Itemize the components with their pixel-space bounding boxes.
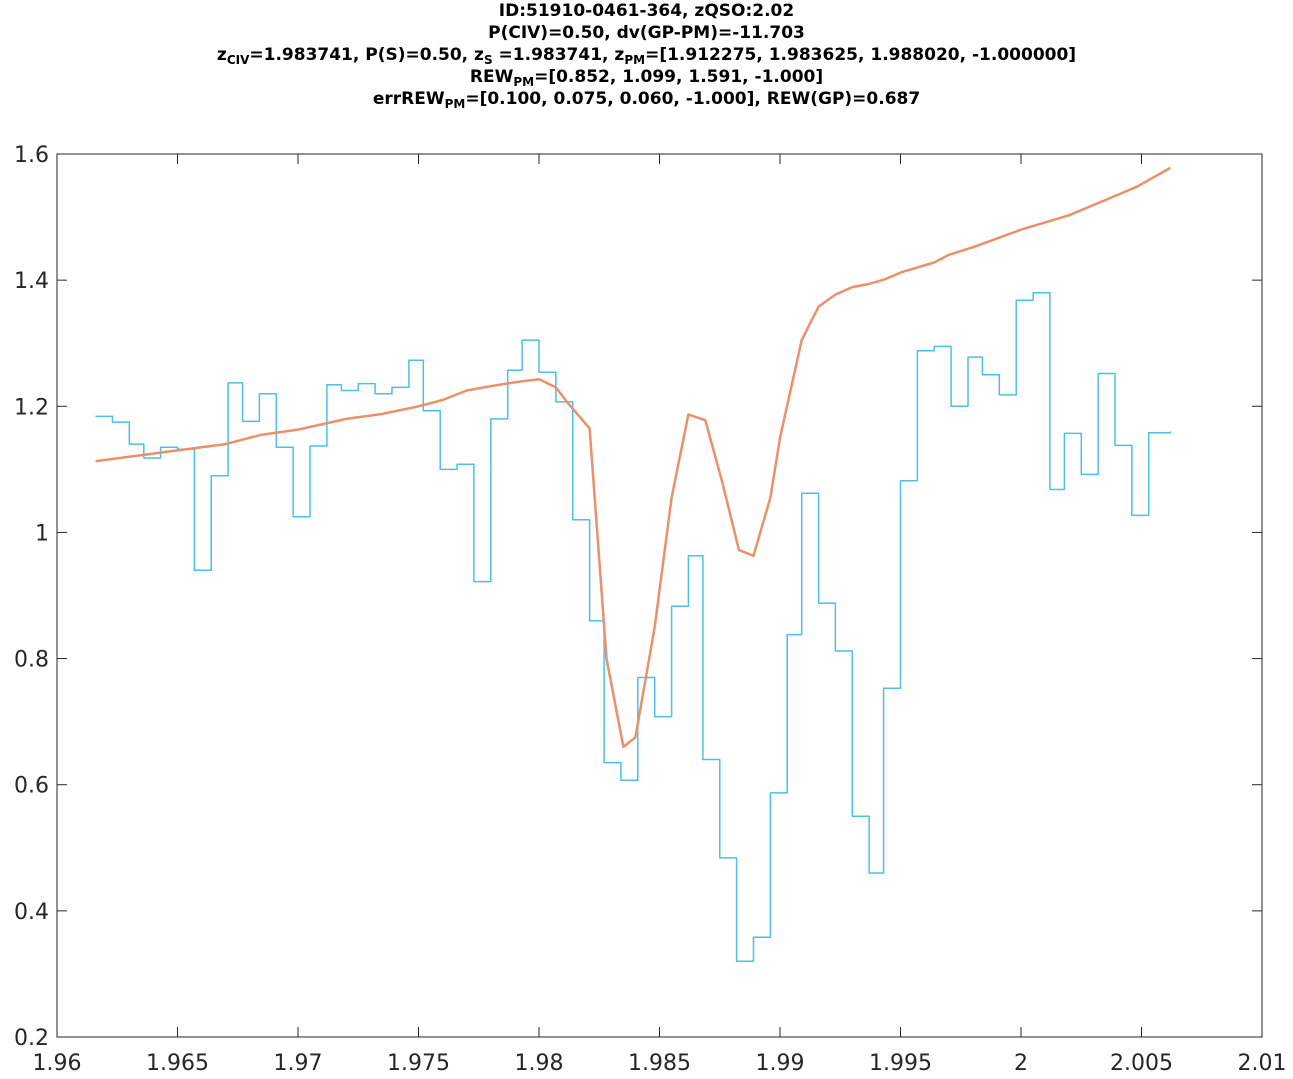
y-tick-label: 1.2 [14,395,49,420]
x-tick-label: 1.99 [756,1051,805,1076]
title-line-3-part: =1.983741, P(S)=0.50, z [249,45,484,65]
x-tick-label: 1.985 [628,1051,691,1076]
title-line-4-part: =[0.852, 1.099, 1.591, -1.000] [534,67,824,87]
title-line-1: ID:51910-0461-364, zQSO:2.02 [498,1,795,21]
x-tick-label: 1.96 [33,1051,82,1076]
title-line-5-sub: PM [444,97,466,111]
x-tick-label: 1.97 [274,1051,323,1076]
title-line-5: errREWPM=[0.100, 0.075, 0.060, -1.000], … [0,88,1293,110]
title-line-5-part: =[0.100, 0.075, 0.060, -1.000], REW(GP)=… [465,89,921,109]
title-line-4: REWPM=[0.852, 1.099, 1.591, -1.000] [0,66,1293,88]
x-tick-label: 2.01 [1238,1051,1287,1076]
x-tick-label: 2.005 [1110,1051,1173,1076]
y-tick-label: 0.2 [14,1026,49,1051]
x-tick-label: 1.995 [869,1051,932,1076]
title-line-3-sub: PM [624,53,646,67]
x-tick-label: 1.965 [146,1051,209,1076]
title-line-4-sub: PM [513,75,535,89]
title-line-4-part: REW [469,67,514,87]
y-tick-label: 1.4 [14,269,49,294]
ticks-layer: 1.96 1.965 1.97 1.975 1.98 1.985 1.99 1.995 2 2.0… [14,143,1286,1076]
title-line-2: P(CIV)=0.50, dv(GP-PM)=-11.703 [488,23,805,43]
x-tick-label: 1.975 [387,1051,450,1076]
title-line-3: zCIV=1.983741, P(S)=0.50, zS =1.983741, … [0,44,1293,66]
title-line-3-sub: S [483,53,493,67]
chart-title: ID:51910-0461-364, zQSO:2.02 P(CIV)=0.50… [0,0,1293,110]
y-tick-label: 0.6 [14,774,49,799]
x-tick-label: 1.98 [515,1051,564,1076]
y-tick-label: 0.8 [14,648,49,673]
title-line-3-sub: CIV [226,53,250,67]
observed-flux-line [95,292,1172,963]
title-line-5-part: errREW [372,89,445,109]
title-line-3-part: z [216,45,227,65]
model-line [95,166,1172,749]
y-tick-label: 1 [35,521,49,546]
series-layer [95,166,1172,963]
y-tick-label: 0.4 [14,900,49,925]
y-tick-label: 1.6 [14,143,49,168]
title-line-3-part: =1.983741, z [492,45,625,65]
x-tick-label: 2 [1014,1051,1028,1076]
title-line-3-part: =[1.912275, 1.983625, 1.988020, -1.00000… [645,45,1077,65]
